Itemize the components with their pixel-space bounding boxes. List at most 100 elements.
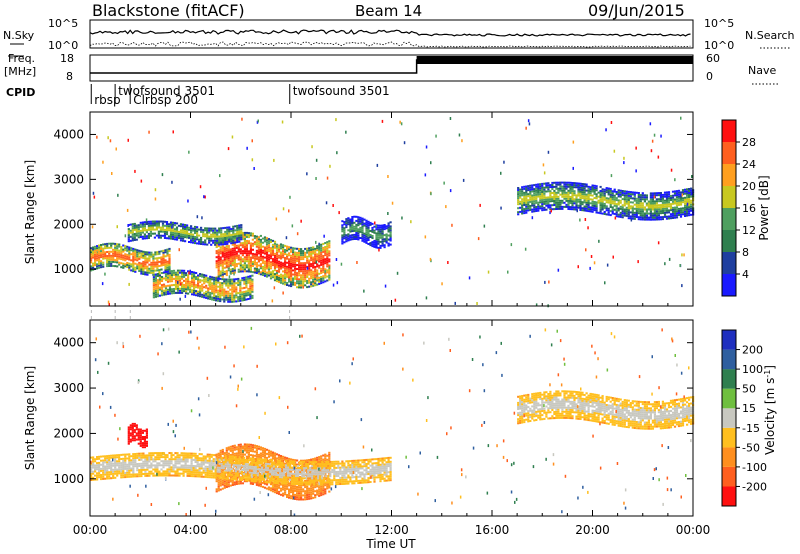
echo-cell [150,267,153,270]
echo-cell [265,255,269,258]
echo-cell [229,262,232,265]
echo-cell [110,456,113,459]
echo-cell [326,253,329,256]
echo-cell [595,197,598,200]
echo-cell [681,197,685,200]
echo-cell [211,292,214,295]
echo-cell [587,208,590,211]
echo-cell [629,215,632,218]
echo-cell [298,280,301,283]
echo-cell [603,190,606,193]
echo-cell [589,190,592,193]
echo-cell [158,260,161,263]
echo-cell [205,276,208,279]
echo-cell [468,276,471,280]
echo-cell [249,447,252,450]
echo-cell [175,228,179,231]
echo-cell [507,270,509,274]
echo-cell [657,192,660,195]
echo-cell [643,208,646,211]
echo-cell [144,263,147,266]
echo-cell [661,218,664,221]
echo-cell [106,459,109,462]
echo-cell [531,202,534,205]
echo-cell [233,286,236,289]
echo-cell [267,242,271,245]
echo-cell [173,238,177,241]
echo-cell [261,455,265,458]
echo-cell [241,236,244,238]
echo-cell [182,227,185,230]
echo-cell [363,289,365,293]
echo-cell [131,437,134,440]
echo-cell [112,454,115,457]
echo-cell [351,230,354,233]
echo-cell [296,255,299,258]
echo-cell [379,228,382,231]
echo-cell [585,197,588,200]
echo-cell [164,289,168,292]
echo-cell [132,270,135,273]
echo-cell [251,280,254,283]
echo-cell [215,246,218,248]
echo-cell [601,212,604,215]
echo-cell [625,210,628,213]
echo-cell [255,451,258,454]
echo-cell [98,252,101,255]
echo-cell [92,470,95,473]
echo-cell [241,244,244,247]
echo-cell [116,257,119,260]
echo-cell [519,200,522,203]
echo-cell [199,281,202,284]
echo-cell [221,286,224,289]
echo-cell [424,235,427,239]
echo-cell [639,210,642,213]
echo-cell [533,196,536,199]
echo-cell [279,277,283,280]
echo-cell [204,243,207,246]
echo-cell [177,280,179,284]
echo-cell [220,239,223,242]
echo-cell [152,296,155,299]
echo-cell [544,280,546,284]
echo-cell [238,238,241,241]
echo-cell [185,284,188,287]
echo-cell [669,213,673,216]
echo-cell [224,237,227,239]
echo-cell [553,191,556,194]
echo-cell [577,194,580,197]
echo-cell [308,249,311,252]
echo-cell [245,234,248,236]
echo-cell [226,230,229,233]
echo-cell [166,264,169,267]
echo-cell [225,239,228,242]
echo-cell [673,202,677,205]
echo-cell [314,255,317,258]
echo-cell [158,286,161,289]
echo-cell [296,496,299,499]
echo-cell [195,272,198,274]
echo-cell [679,191,683,194]
echo-cell [104,457,107,460]
echo-cell [284,491,287,494]
echo-cell [251,248,254,251]
echo-cell [663,199,667,202]
echo-cell [603,204,606,207]
echo-cell [98,466,101,468]
echo-cell [549,184,552,187]
echo-cell [282,276,285,279]
echo-cell [541,205,544,208]
echo-cell [166,274,170,277]
echo-cell [326,265,329,268]
echo-cell [326,269,329,272]
echo-cell [286,487,289,490]
echo-cell [310,489,313,492]
echo-cell [163,234,167,237]
echo-cell [275,249,279,252]
echo-cell [174,279,178,282]
echo-cell [241,117,243,121]
echo-cell [127,236,130,239]
echo-cell [214,235,217,238]
echo-cell [184,232,187,235]
echo-cell [249,297,252,300]
